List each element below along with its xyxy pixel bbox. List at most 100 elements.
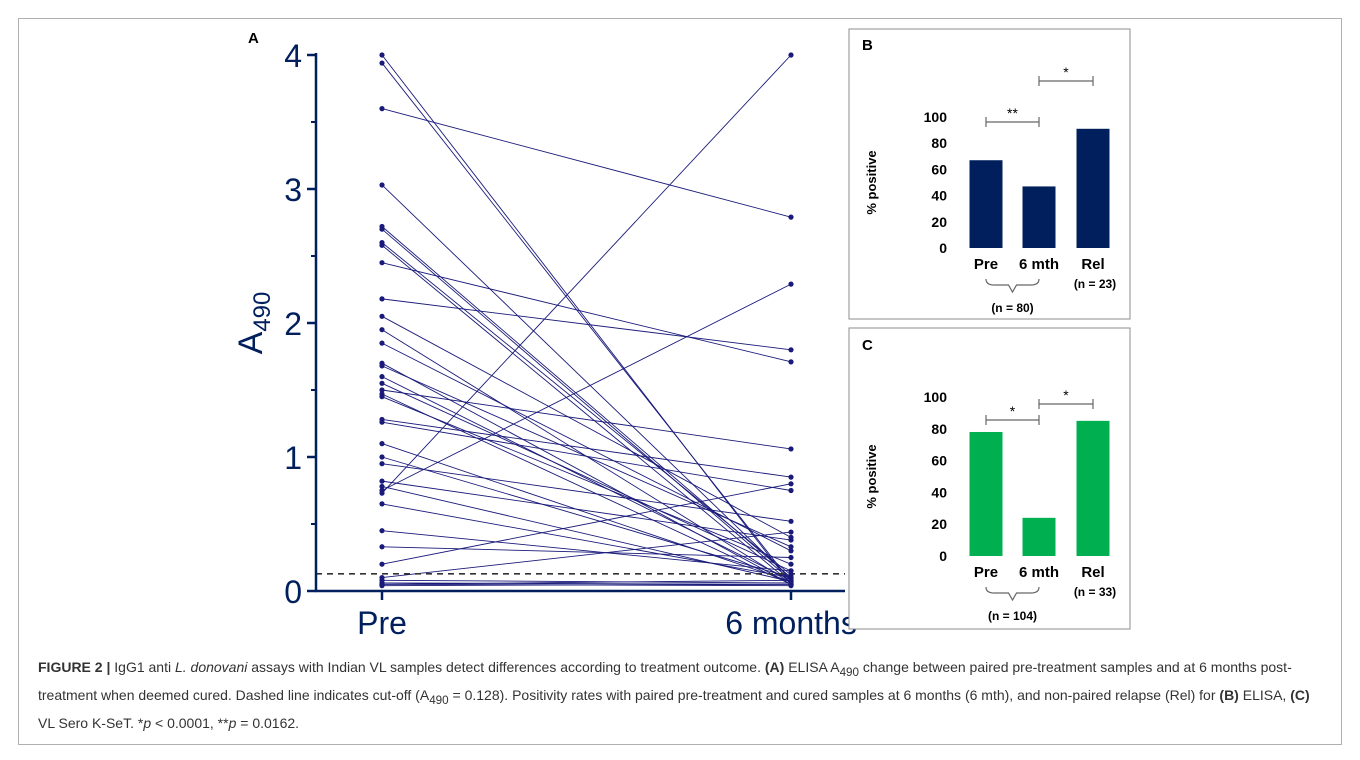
bar	[1022, 517, 1056, 556]
caption-subscript: 490	[429, 693, 449, 707]
y-tick-label: 40	[931, 188, 947, 204]
caption-p-symbol: p	[228, 714, 237, 731]
post-point	[788, 561, 794, 567]
pre-point	[379, 60, 385, 66]
y-tick-label: 0	[284, 574, 302, 610]
pair-line	[381, 228, 792, 581]
pair-points	[379, 52, 794, 589]
y-tick-label: 100	[924, 389, 948, 405]
pair-line	[381, 376, 792, 581]
x-ticks: Pre 6 months	[357, 591, 857, 641]
pair-line	[381, 530, 792, 572]
pair-line	[381, 546, 792, 558]
panel-c-label: C	[862, 337, 873, 354]
pair-line	[381, 54, 792, 585]
pre-point	[379, 419, 385, 425]
pre-point	[379, 226, 385, 232]
paired-brace	[985, 586, 1040, 602]
paired-brace	[985, 278, 1040, 294]
x-tick-label: Pre	[974, 564, 998, 581]
pair-line	[381, 396, 792, 565]
panel-a-label: A	[248, 30, 259, 47]
post-point	[788, 214, 794, 220]
pre-point	[379, 182, 385, 188]
pre-point	[379, 340, 385, 346]
pre-point	[379, 490, 385, 496]
pair-line	[381, 393, 792, 585]
caption-panel-a-ref: (A)	[764, 659, 785, 675]
pair-line	[381, 456, 792, 579]
panel-a: A 0 1 2 3 4 Pre 6 months A490	[232, 30, 857, 641]
post-point	[788, 568, 794, 574]
pre-point	[379, 478, 385, 484]
pair-line	[381, 419, 792, 478]
y-tick-label: 40	[931, 484, 947, 500]
pair-line	[381, 54, 792, 494]
bar	[969, 160, 1003, 248]
pre-point	[379, 242, 385, 248]
post-point	[788, 548, 794, 554]
figure-caption: FIGURE 2 | IgG1 anti L. donovani assays …	[38, 656, 1328, 734]
relapse-n-label: (n = 33)	[1074, 585, 1116, 599]
paired-n-label: (n = 80)	[991, 301, 1033, 315]
pre-point	[379, 260, 385, 266]
relapse-n-label: (n = 23)	[1074, 277, 1116, 291]
caption-text: < 0.0001, **	[151, 714, 229, 731]
y-tick-label: 0	[939, 240, 947, 256]
pair-line	[381, 421, 792, 491]
figure-label: FIGURE 2 |	[38, 659, 111, 675]
pair-line	[381, 315, 792, 538]
pair-line	[381, 242, 792, 576]
pre-point	[379, 363, 385, 369]
post-point	[788, 347, 794, 353]
pair-line	[381, 244, 792, 584]
pre-point	[379, 394, 385, 400]
post-point	[788, 52, 794, 58]
y-tick-label: 20	[931, 516, 947, 532]
pair-line	[381, 486, 792, 583]
y-tick-label: 1	[284, 440, 302, 476]
post-point	[788, 359, 794, 365]
caption-text: IgG1 anti	[110, 659, 175, 675]
pair-line	[381, 480, 792, 541]
caption-species: L. donovani	[174, 659, 248, 675]
caption-text: = 0.0162.	[236, 714, 300, 731]
caption-panel-b-ref: (B)	[1219, 686, 1239, 703]
pair-line	[381, 503, 792, 579]
x-tick-label: Pre	[974, 256, 998, 273]
x-tick-label: Pre	[357, 605, 407, 641]
y-tick-label: 4	[284, 38, 302, 74]
post-point	[788, 577, 794, 583]
post-point	[788, 474, 794, 480]
x-tick-label: 6 mth	[1019, 256, 1059, 273]
y-tick-label: 80	[931, 135, 947, 151]
pre-point	[379, 387, 385, 393]
caption-text: ELISA A	[784, 659, 840, 675]
significance-label: *	[1010, 403, 1016, 419]
caption-panel-c-ref: (C)	[1290, 686, 1310, 703]
caption-text: assays with Indian VL samples detect dif…	[247, 659, 765, 675]
post-point	[788, 281, 794, 287]
paired-n-label: (n = 104)	[988, 609, 1037, 623]
pair-line	[381, 463, 792, 522]
bar	[1076, 420, 1110, 556]
post-point	[788, 481, 794, 487]
pair-lines	[381, 54, 792, 587]
pair-line	[381, 579, 792, 584]
post-point	[788, 544, 794, 550]
post-point	[788, 529, 794, 535]
post-point	[788, 537, 794, 543]
caption-p-symbol: p	[143, 714, 152, 731]
pre-point	[379, 583, 385, 589]
y-axis-label: A490	[232, 292, 276, 355]
bar	[1022, 186, 1056, 248]
pre-point	[379, 106, 385, 112]
pre-point	[379, 528, 385, 534]
pair-line	[381, 108, 792, 218]
y-tick-label: 80	[931, 421, 947, 437]
significance-label: *	[1063, 387, 1069, 403]
pre-point	[379, 374, 385, 380]
y-axis-label: % positive	[864, 444, 879, 508]
post-point	[788, 581, 794, 587]
pair-line	[381, 298, 792, 351]
